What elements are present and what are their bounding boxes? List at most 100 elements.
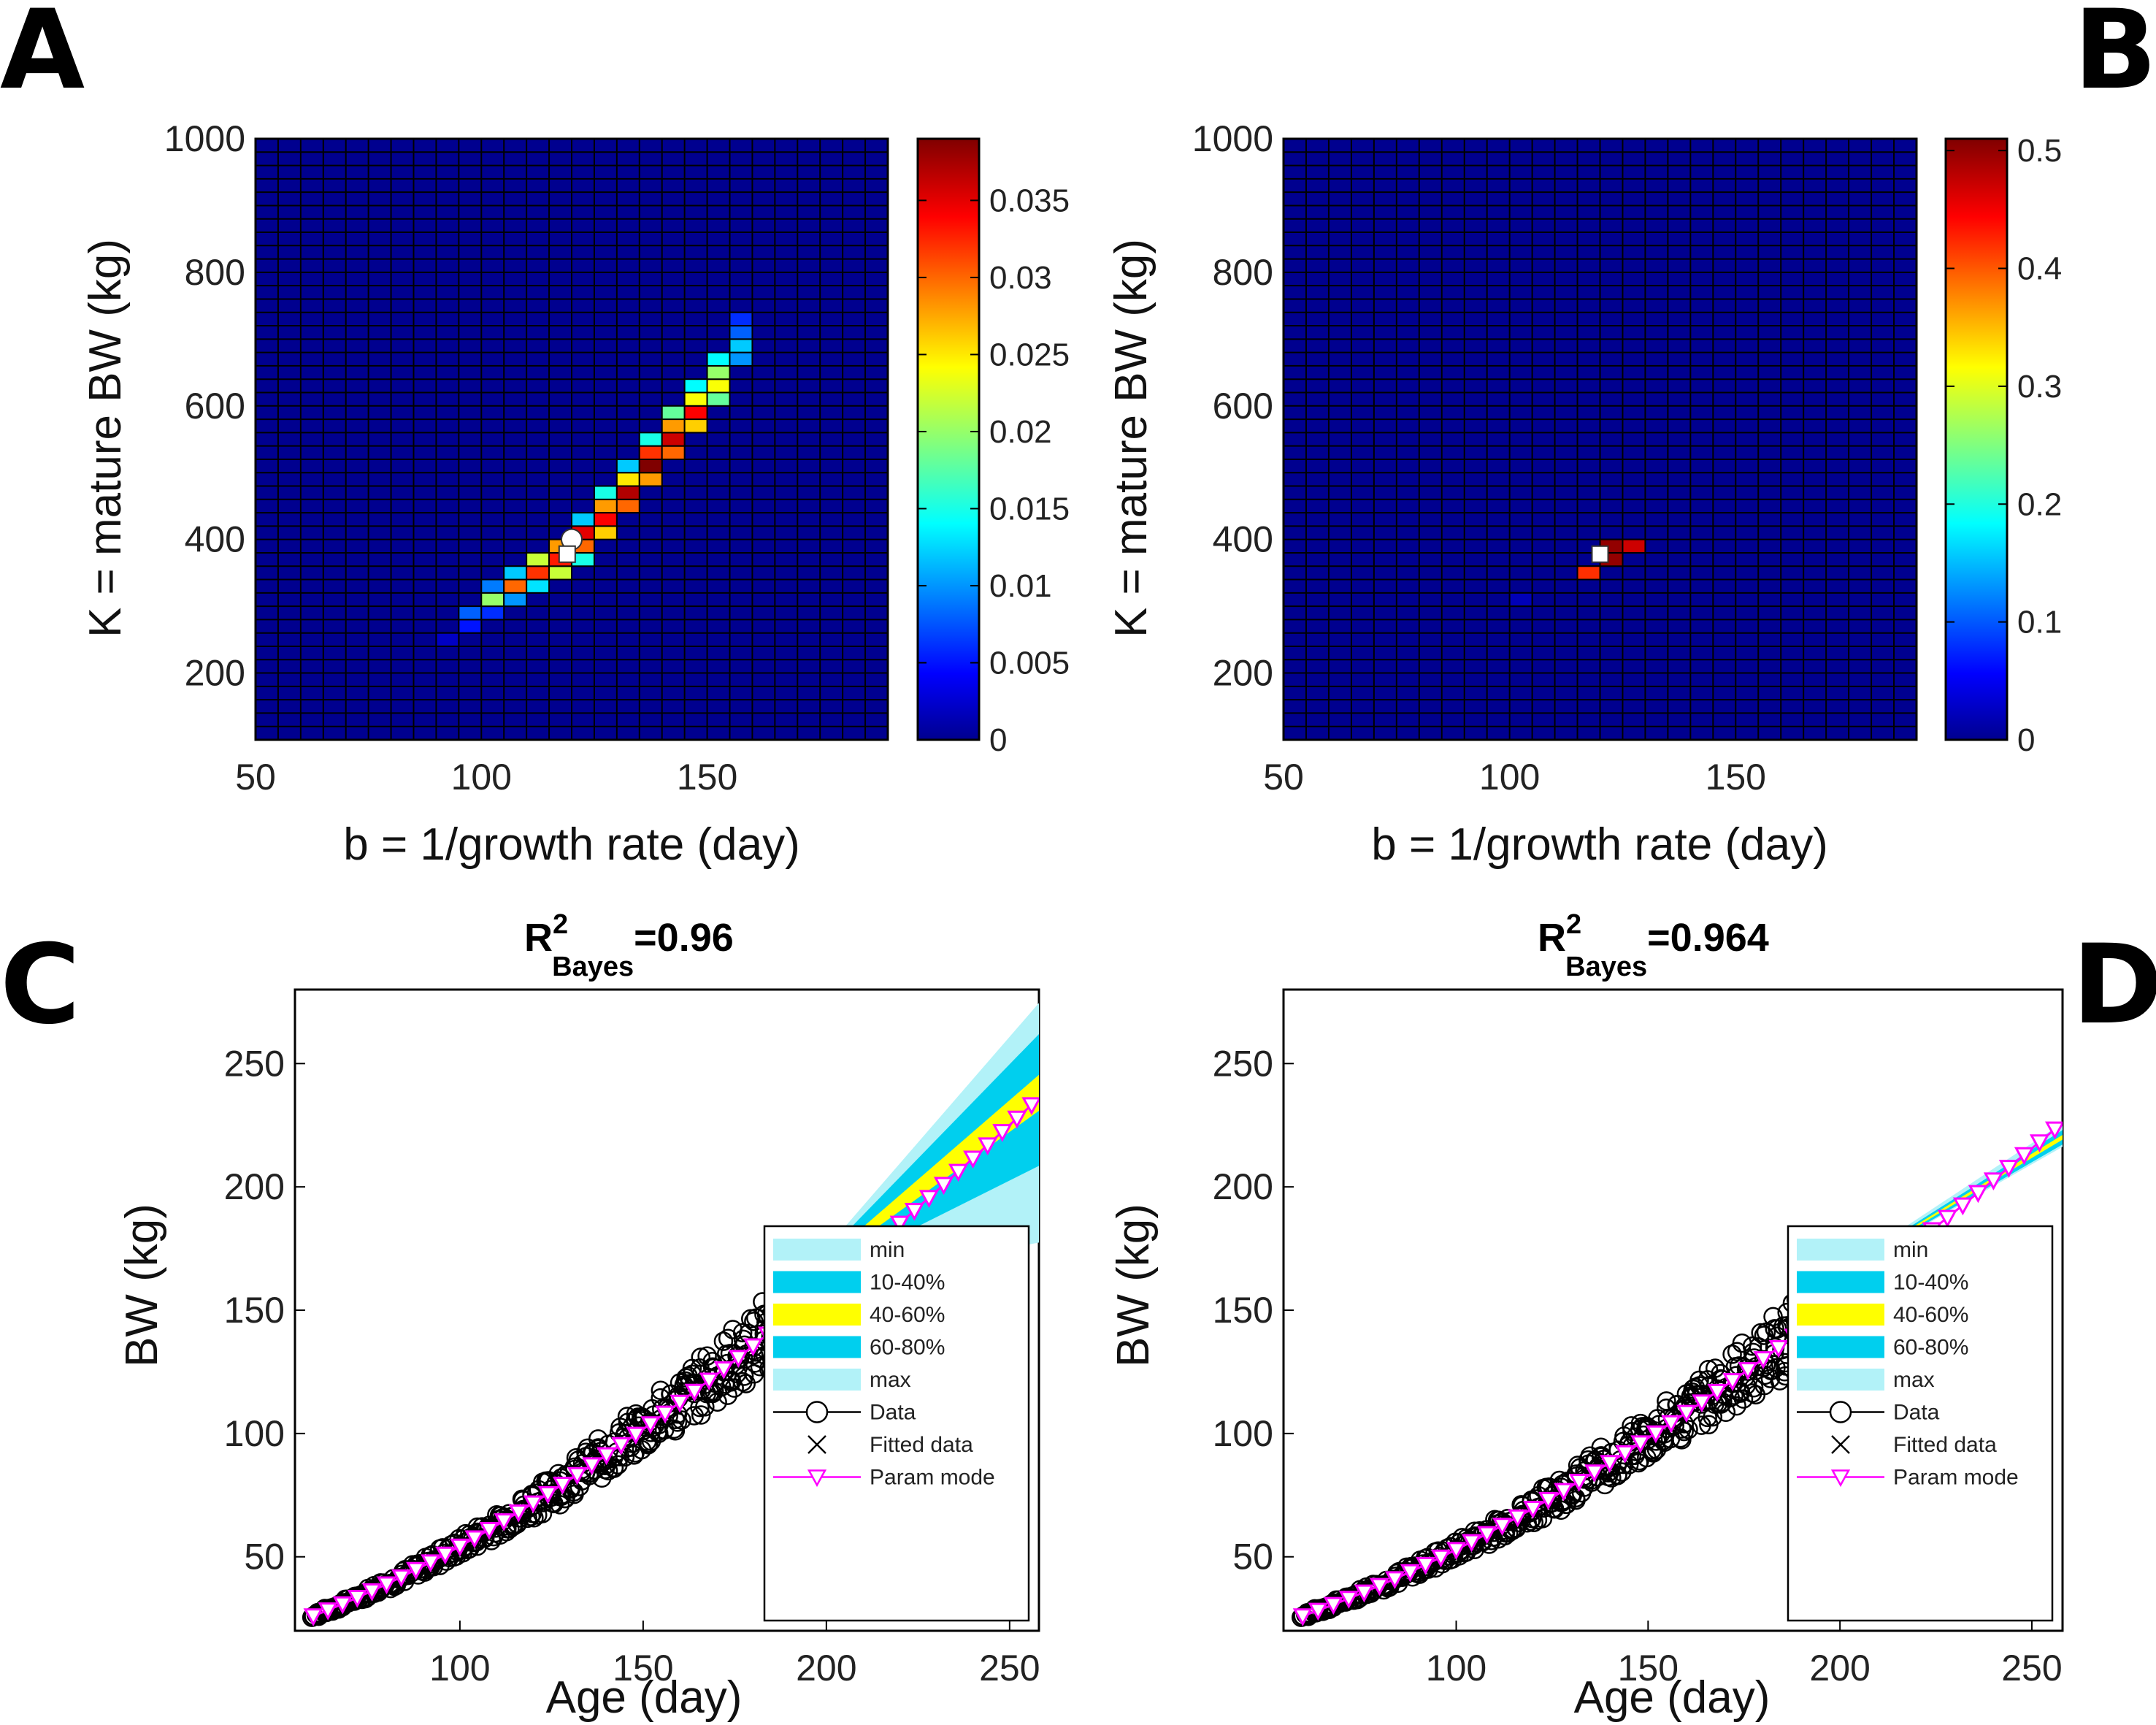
param-mode-marker (1615, 1445, 1635, 1464)
param-mode-marker (918, 1190, 939, 1208)
heatmap-cell (503, 592, 528, 608)
param-mode-marker (1569, 1474, 1589, 1492)
legend-label: Param mode (870, 1466, 995, 1490)
x-tick-label: 250 (979, 1648, 1040, 1688)
heatmap-b-y-label: K = mature BW (kg) (1106, 239, 1156, 638)
param-mode-marker (1722, 1373, 1743, 1391)
param-mode-marker (728, 1350, 748, 1368)
param-mode-marker (1968, 1185, 1988, 1204)
x-tick-label: 50 (235, 757, 276, 798)
legend-label: min (1893, 1238, 1928, 1262)
param-mode-marker (1707, 1383, 1727, 1402)
data-point (691, 1347, 711, 1367)
growth-chart-c: R2 Bayes=0.96 50 100 150 200 250 100 150 200 250… (117, 909, 1040, 1723)
y-tick-label: 150 (224, 1290, 285, 1331)
colorbar-b: 0 0.1 0.2 0.3 0.4 0.5 (1944, 133, 2062, 758)
legend-swatch (1797, 1271, 1884, 1293)
param-mode-marker (523, 1495, 543, 1514)
param-mode-marker (948, 1163, 969, 1182)
param-mode-marker (684, 1383, 705, 1402)
legend-label: 60-80% (870, 1336, 945, 1360)
legend-swatch (773, 1304, 861, 1326)
param-mode-marker (640, 1416, 661, 1434)
heatmap-cell (526, 578, 550, 594)
param-mode-marker (1952, 1197, 1973, 1216)
legend-x-marker (1831, 1435, 1850, 1454)
x-tick-label: 250 (2001, 1648, 2062, 1688)
param-mode-marker (318, 1602, 338, 1621)
legend-label: 10-40% (870, 1271, 945, 1295)
colorbar-tick-label: 0.015 (989, 491, 1070, 527)
param-mode-marker (611, 1437, 632, 1456)
param-mode-marker (1292, 1608, 1313, 1626)
colorbar-tick-label: 0.02 (989, 414, 1052, 450)
legend-label: max (870, 1368, 911, 1392)
legend-circle-marker (1829, 1401, 1852, 1423)
heatmap-cell (593, 512, 618, 527)
heatmap-cell (526, 565, 550, 581)
data-point (1657, 1391, 1676, 1411)
param-mode-marker (1937, 1209, 1957, 1228)
heatmap-cell (661, 418, 686, 434)
heatmap-cell (638, 445, 663, 460)
param-mode-marker (361, 1583, 382, 1602)
legend-swatch (1797, 1304, 1884, 1326)
y-tick-label: 600 (1213, 386, 1273, 427)
param-mode-marker (992, 1124, 1013, 1142)
legend-x-marker (807, 1435, 826, 1454)
heatmap-cell (593, 525, 618, 540)
heatmap-b: 200 400 600 800 1000 50 100 150 b = 1/growth r… (1106, 118, 2062, 870)
y-tick-label: 400 (1213, 519, 1273, 560)
colorbar-tick-label: 0 (2017, 722, 2035, 758)
param-mode-marker (582, 1457, 602, 1475)
param-mode-marker (699, 1372, 719, 1391)
legend-swatch (773, 1336, 861, 1358)
param-mode-marker (479, 1521, 499, 1540)
heatmap-cell (458, 605, 483, 621)
heatmap-cell (615, 458, 640, 474)
param-mode-marker (1462, 1534, 1482, 1553)
panel-label-a: A (0, 0, 85, 114)
param-mode-marker (2029, 1134, 2050, 1152)
colorbar-tick-label: 0.2 (2017, 486, 2062, 522)
data-point (1612, 1462, 1632, 1482)
data-point (1698, 1360, 1719, 1380)
data-point (1716, 1402, 1736, 1423)
data-point (707, 1392, 727, 1412)
legend-label: max (1893, 1368, 1935, 1392)
panel-label-d: D (2072, 922, 2156, 1049)
heatmap-cell (1622, 538, 1646, 554)
x-tick-label: 150 (613, 1648, 673, 1688)
heatmap-cell (593, 485, 618, 500)
legend-triangle-marker (1830, 1469, 1851, 1488)
param-mode-marker (1630, 1435, 1651, 1454)
heatmap-cell (480, 605, 505, 621)
heatmap-cell (729, 325, 753, 340)
heatmap-cell (729, 351, 753, 367)
param-mode-marker (1508, 1509, 1528, 1528)
x-tick-label: 100 (429, 1648, 490, 1688)
heatmap-cell (706, 364, 731, 380)
param-mode-marker (1983, 1172, 2003, 1190)
colorbar-tick-label: 0.3 (2017, 369, 2062, 405)
colorbar-tick-label: 0 (989, 722, 1007, 758)
heatmap-cell (729, 338, 753, 353)
param-mode-marker (1308, 1602, 1328, 1621)
chart-c-title: R2 Bayes=0.96 (524, 909, 734, 982)
param-mode-marker (450, 1538, 470, 1557)
colorbar-tick-label: 0.025 (989, 337, 1070, 372)
param-mode-marker (1446, 1542, 1467, 1560)
legend-triangle-marker (807, 1469, 827, 1488)
param-mode-marker (1384, 1571, 1405, 1589)
colorbar-tick-label: 0.5 (2017, 133, 2062, 169)
param-mode-marker (1369, 1577, 1389, 1596)
chart-c-y-label: BW (kg) (117, 1204, 167, 1367)
heatmap-b-x-label: b = 1/growth rate (day) (1371, 819, 1827, 870)
legend-label: min (870, 1238, 905, 1262)
heatmap-cell (435, 632, 460, 647)
heatmap-cell (706, 391, 731, 407)
legend-label: Fitted data (1893, 1433, 1997, 1457)
param-mode-marker (963, 1150, 983, 1169)
legend-label: 40-60% (870, 1303, 945, 1327)
